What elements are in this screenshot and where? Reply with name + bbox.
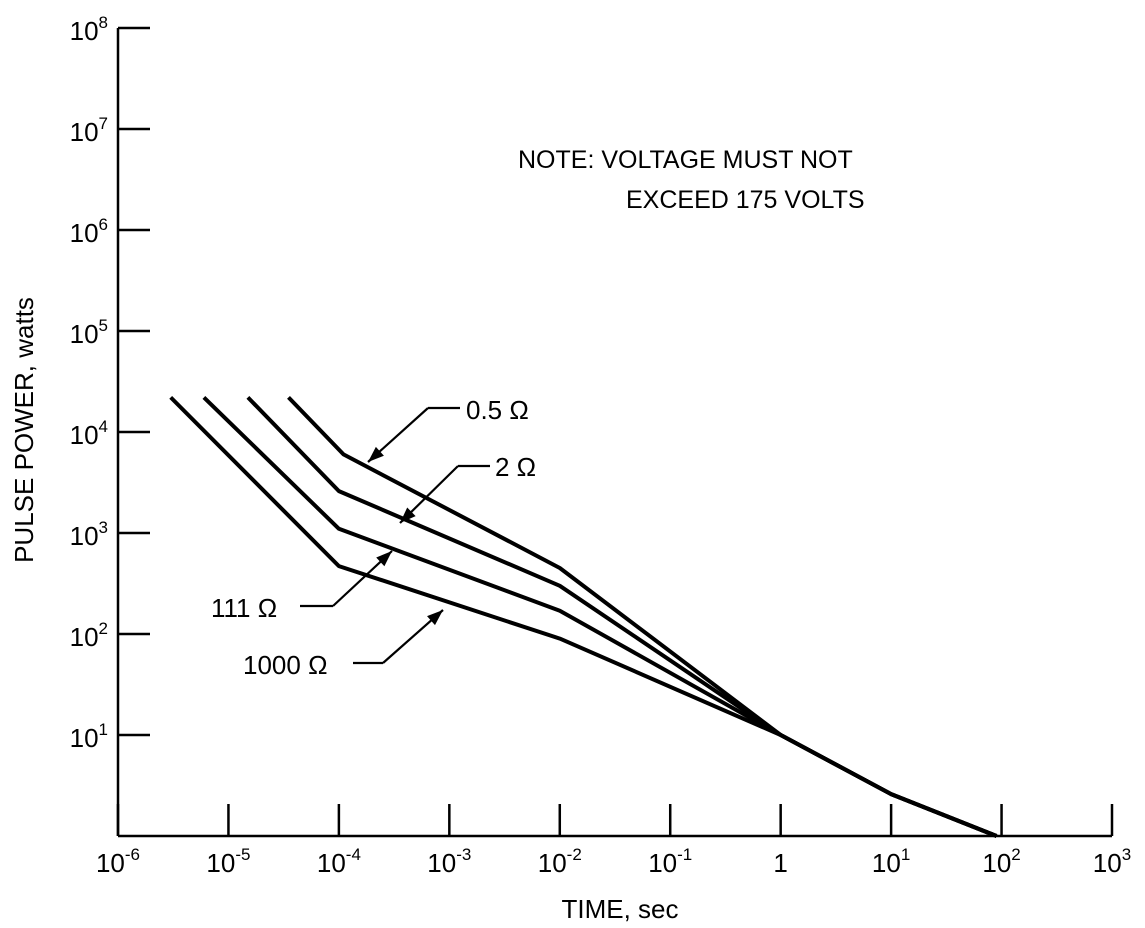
y-tick-label: 106 bbox=[70, 215, 108, 248]
x-tick-label: 10-1 bbox=[648, 845, 692, 878]
leader-0-5-ohm-arrow bbox=[367, 407, 429, 463]
series-111-ohm-curve bbox=[202, 395, 998, 838]
x-tick-label: 102 bbox=[982, 845, 1020, 878]
y-tick-label: 104 bbox=[70, 417, 108, 450]
series-label-111-ohm: 111 Ω bbox=[211, 593, 277, 623]
y-axis-ticks: 101 102 103 104 105 106 107 108 bbox=[70, 13, 150, 753]
series-curves bbox=[169, 395, 998, 838]
x-tick-label: 10-4 bbox=[317, 845, 361, 878]
series-0-5-ohm-curve bbox=[287, 396, 998, 838]
label-leader-arrows bbox=[300, 406, 490, 665]
series-label-2-ohm: 2 Ω bbox=[495, 452, 536, 482]
x-tick-label: 10-2 bbox=[538, 845, 582, 878]
y-tick-label: 103 bbox=[70, 518, 108, 551]
x-tick-label: 10-3 bbox=[427, 845, 471, 878]
series-label-0-5-ohm: 0.5 Ω bbox=[466, 395, 529, 425]
x-axis-ticks: 10-6 10-5 10-4 10-3 10-2 10-1 1 101 102 103 bbox=[96, 804, 1131, 878]
x-tick-label: 103 bbox=[1093, 845, 1131, 878]
note-line-1: NOTE: VOLTAGE MUST NOT bbox=[518, 146, 853, 174]
x-tick-label: 10-5 bbox=[206, 845, 250, 878]
series-1000-ohm-curve bbox=[169, 395, 998, 838]
x-tick-label: 10-6 bbox=[96, 845, 140, 878]
y-tick-label: 101 bbox=[70, 720, 108, 753]
x-axis-label: TIME, sec bbox=[561, 894, 678, 924]
x-tick-label: 101 bbox=[872, 845, 910, 878]
y-tick-label: 105 bbox=[70, 316, 108, 349]
y-tick-label: 108 bbox=[70, 13, 108, 46]
leader-1000-ohm-arrow bbox=[382, 609, 444, 664]
note-line-2: EXCEED 175 VOLTS bbox=[626, 186, 865, 214]
series-label-1000-ohm: 1000 Ω bbox=[243, 650, 328, 680]
leader-2-ohm-arrow bbox=[399, 465, 459, 524]
y-axis-label: PULSE POWER, watts bbox=[9, 297, 39, 563]
y-tick-label: 102 bbox=[70, 619, 108, 652]
leader-111-ohm-arrow bbox=[332, 550, 393, 607]
x-tick-label: 1 bbox=[773, 848, 787, 878]
y-tick-label: 107 bbox=[70, 114, 108, 147]
